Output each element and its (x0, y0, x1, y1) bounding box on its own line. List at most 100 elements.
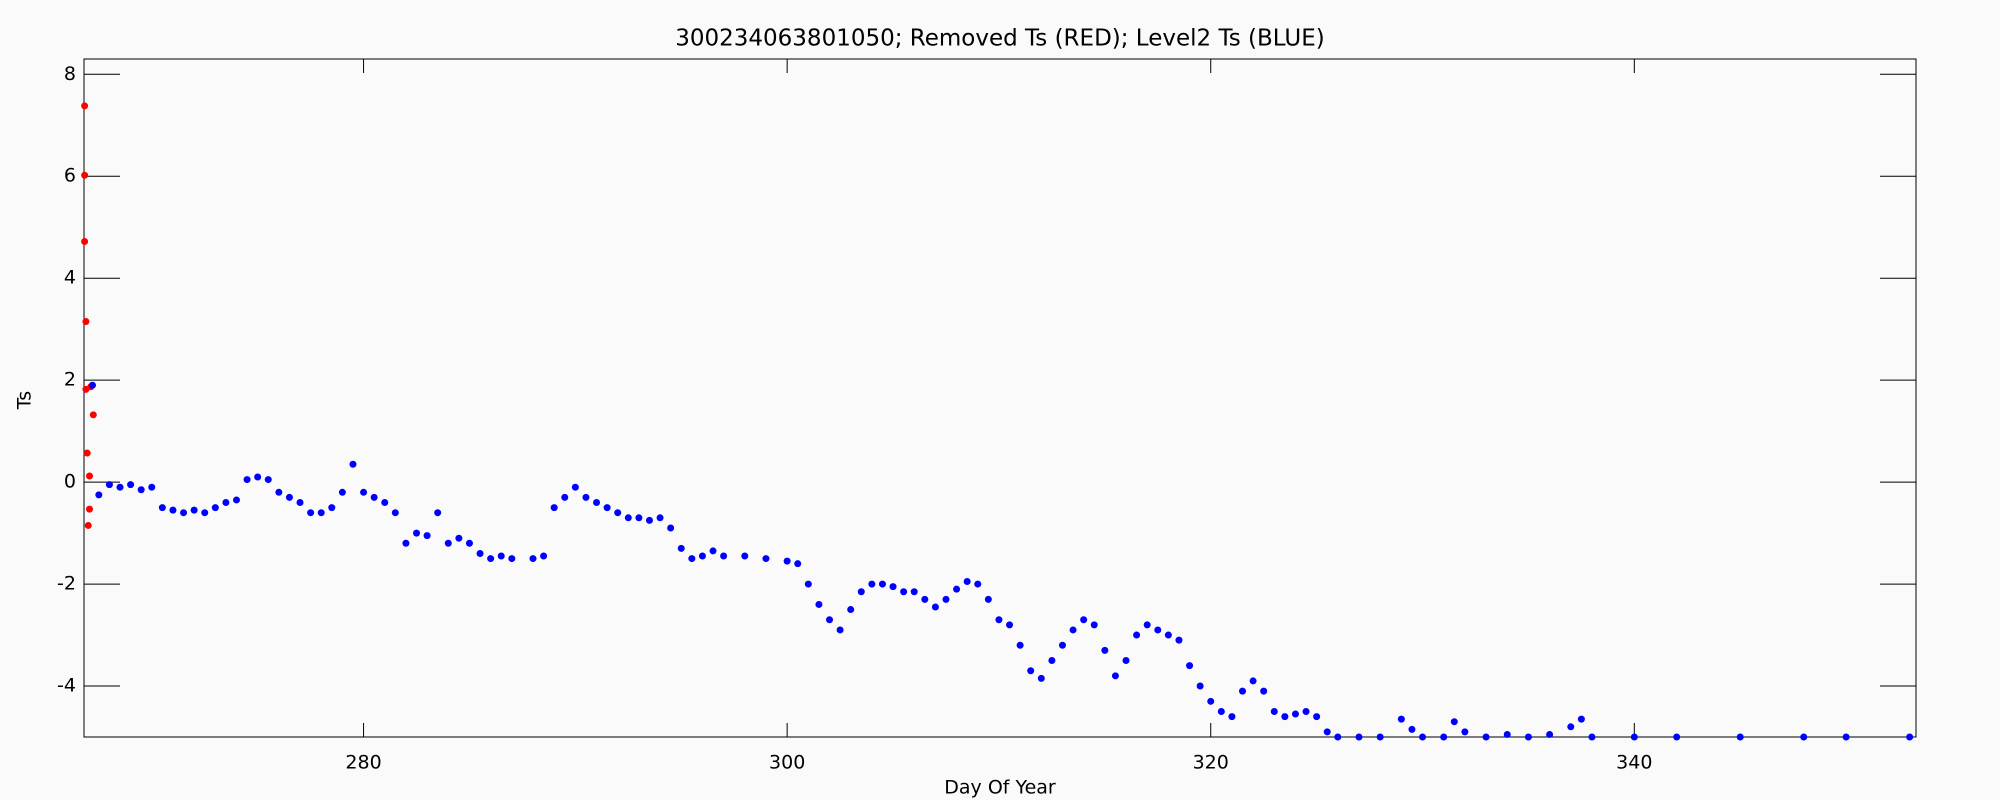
point (1291, 710, 1299, 718)
point (709, 547, 717, 555)
point (1546, 730, 1554, 738)
x-tick-label: 320 (1193, 752, 1229, 774)
point (910, 588, 918, 596)
point (953, 585, 961, 593)
point (190, 506, 198, 514)
point (550, 504, 558, 512)
point (487, 555, 495, 563)
point (1842, 733, 1850, 741)
point (402, 539, 410, 547)
point (540, 552, 548, 560)
point (1090, 621, 1098, 629)
point (1069, 626, 1077, 634)
point (963, 578, 971, 586)
point (81, 171, 89, 179)
point (148, 483, 156, 491)
y-tick-label: 6 (64, 165, 76, 187)
point (89, 411, 97, 419)
point (1175, 636, 1183, 644)
point (105, 481, 113, 489)
point (127, 481, 135, 489)
point (1101, 646, 1109, 654)
point (1323, 728, 1331, 736)
point (1037, 674, 1045, 682)
x-tick-label: 300 (769, 752, 805, 774)
point (1143, 621, 1151, 629)
point (1186, 662, 1194, 670)
point (82, 318, 90, 326)
point (783, 557, 791, 565)
point (1270, 708, 1278, 716)
point (1207, 697, 1215, 705)
point (1397, 715, 1405, 723)
point (1058, 641, 1066, 649)
point (529, 555, 537, 563)
point (465, 539, 473, 547)
point (1111, 672, 1119, 680)
point (1217, 708, 1225, 716)
point (794, 560, 802, 568)
point (635, 514, 643, 522)
point (1355, 733, 1363, 741)
point (677, 544, 685, 552)
point (1440, 733, 1448, 741)
point (836, 626, 844, 634)
point (84, 521, 92, 529)
y-tick-label: -4 (57, 675, 76, 697)
point (868, 580, 876, 588)
point (1630, 733, 1638, 741)
point (232, 496, 240, 504)
point (1577, 715, 1585, 723)
point (698, 552, 706, 560)
point (1154, 626, 1162, 634)
point (995, 616, 1003, 624)
point (264, 476, 272, 484)
point (476, 549, 484, 557)
point (423, 532, 431, 540)
point (1122, 657, 1130, 665)
point (360, 488, 368, 496)
point (1239, 687, 1247, 695)
point (815, 600, 823, 608)
point (391, 509, 399, 517)
point (317, 509, 325, 517)
point (81, 102, 89, 110)
point (1419, 733, 1427, 741)
point (137, 486, 145, 494)
point (1228, 713, 1236, 721)
point (455, 534, 463, 542)
point (582, 493, 590, 501)
point (1249, 677, 1257, 685)
point (1302, 708, 1310, 716)
point (1027, 667, 1035, 675)
point (1800, 733, 1808, 741)
point (285, 493, 293, 501)
point (95, 491, 103, 499)
point (1376, 733, 1384, 741)
point (86, 472, 94, 480)
point (1567, 723, 1575, 731)
point (1450, 718, 1458, 726)
y-tick-label: 8 (64, 63, 76, 85)
point (942, 595, 950, 603)
point (762, 555, 770, 563)
point (741, 552, 749, 560)
point (857, 588, 865, 596)
point (116, 483, 124, 491)
point (1313, 713, 1321, 721)
point (1048, 657, 1056, 665)
point (974, 580, 982, 588)
point (1334, 733, 1342, 741)
point (645, 516, 653, 524)
point (338, 488, 346, 496)
point (593, 499, 601, 507)
point (83, 449, 91, 457)
chart-title: 300234063801050; Removed Ts (RED); Level… (675, 26, 1325, 52)
x-tick-label: 340 (1616, 752, 1652, 774)
point (624, 514, 632, 522)
point (1673, 733, 1681, 741)
point (434, 509, 442, 517)
point (86, 505, 94, 513)
point (180, 509, 188, 517)
